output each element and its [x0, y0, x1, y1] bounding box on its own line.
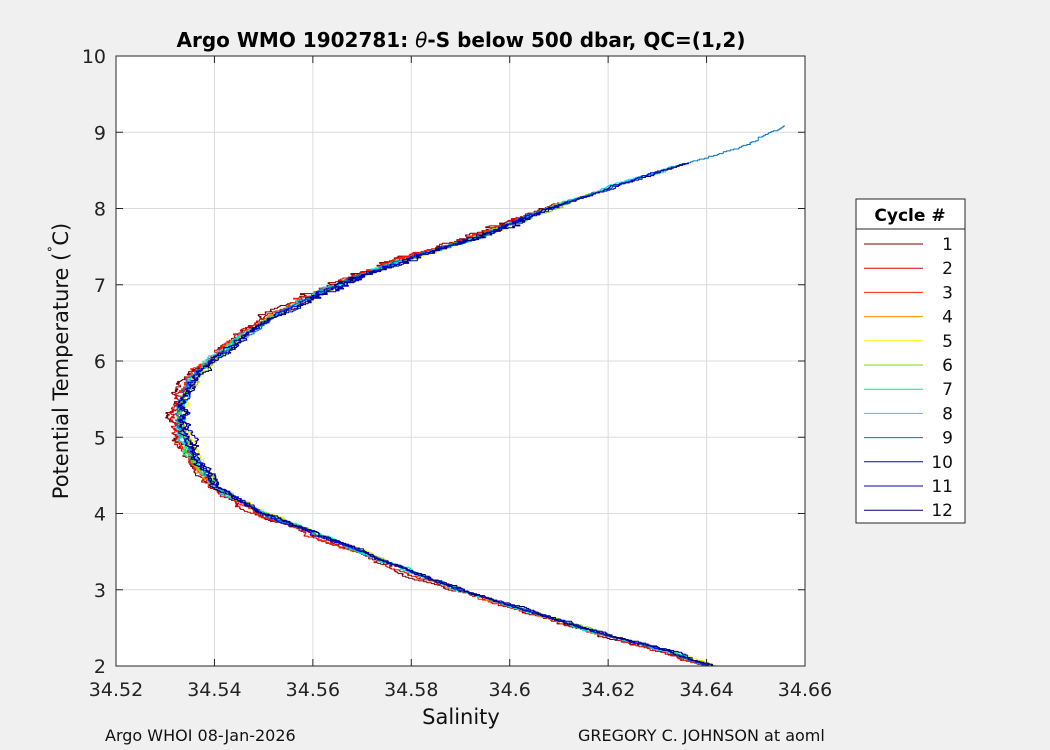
legend-label: 5: [942, 332, 953, 352]
x-tick-label: 34.66: [778, 679, 832, 701]
y-tick-label: 2: [94, 656, 106, 678]
legend-label: 10: [931, 453, 953, 473]
y-tick-label: 9: [94, 122, 106, 144]
x-tick-label: 34.62: [581, 679, 635, 701]
y-tick-label: 5: [94, 427, 106, 449]
x-axis-label: Salinity: [422, 705, 500, 729]
y-axis-label: Potential Temperature (˚C): [47, 223, 73, 499]
footer-left: Argo WHOI 08-Jan-2026: [105, 726, 296, 745]
x-tick-label: 34.58: [384, 679, 438, 701]
y-tick-label: 10: [82, 46, 106, 68]
legend-label: 8: [942, 404, 953, 424]
y-tick-labels: 2 3 4 5 6 7 8 9 10: [82, 46, 106, 678]
series-line-cycle-12: [178, 162, 714, 667]
y-tick-label: 6: [94, 351, 106, 373]
legend-label: 3: [942, 283, 953, 303]
legend-label: 6: [942, 356, 953, 376]
legend-label: 1: [942, 235, 953, 255]
y-tick-label: 8: [94, 199, 106, 221]
series-line-cycle-11: [177, 201, 715, 667]
legend-title: Cycle #: [874, 206, 945, 226]
legend-label: 12: [931, 501, 953, 521]
legend-label: 7: [942, 380, 953, 400]
x-tick-label: 34.64: [679, 679, 733, 701]
x-tick-label: 34.6: [489, 679, 531, 701]
y-tick-label: 4: [94, 504, 106, 526]
footer-right: GREGORY C. JOHNSON at aoml: [578, 726, 825, 745]
series-layer: [165, 125, 785, 667]
chart-title: Argo WMO 1902781: θ-S below 500 dbar, QC…: [177, 28, 746, 52]
x-tick-label: 34.52: [89, 679, 143, 701]
x-tick-label: 34.56: [286, 679, 340, 701]
series-line-cycle-10: [177, 162, 712, 667]
axis-ticks: [115, 55, 806, 667]
y-tick-label: 7: [94, 275, 106, 297]
legend-label: 2: [942, 259, 953, 279]
x-tick-labels: 34.52 34.54 34.56 34.58 34.6 34.62 34.64 34.66: [89, 679, 832, 701]
y-tick-label: 3: [94, 580, 106, 602]
x-tick-label: 34.54: [187, 679, 241, 701]
legend-label: 11: [931, 477, 953, 497]
legend-box: [855, 198, 966, 524]
legend-label: 4: [942, 308, 953, 328]
legend-label: 9: [942, 429, 953, 449]
